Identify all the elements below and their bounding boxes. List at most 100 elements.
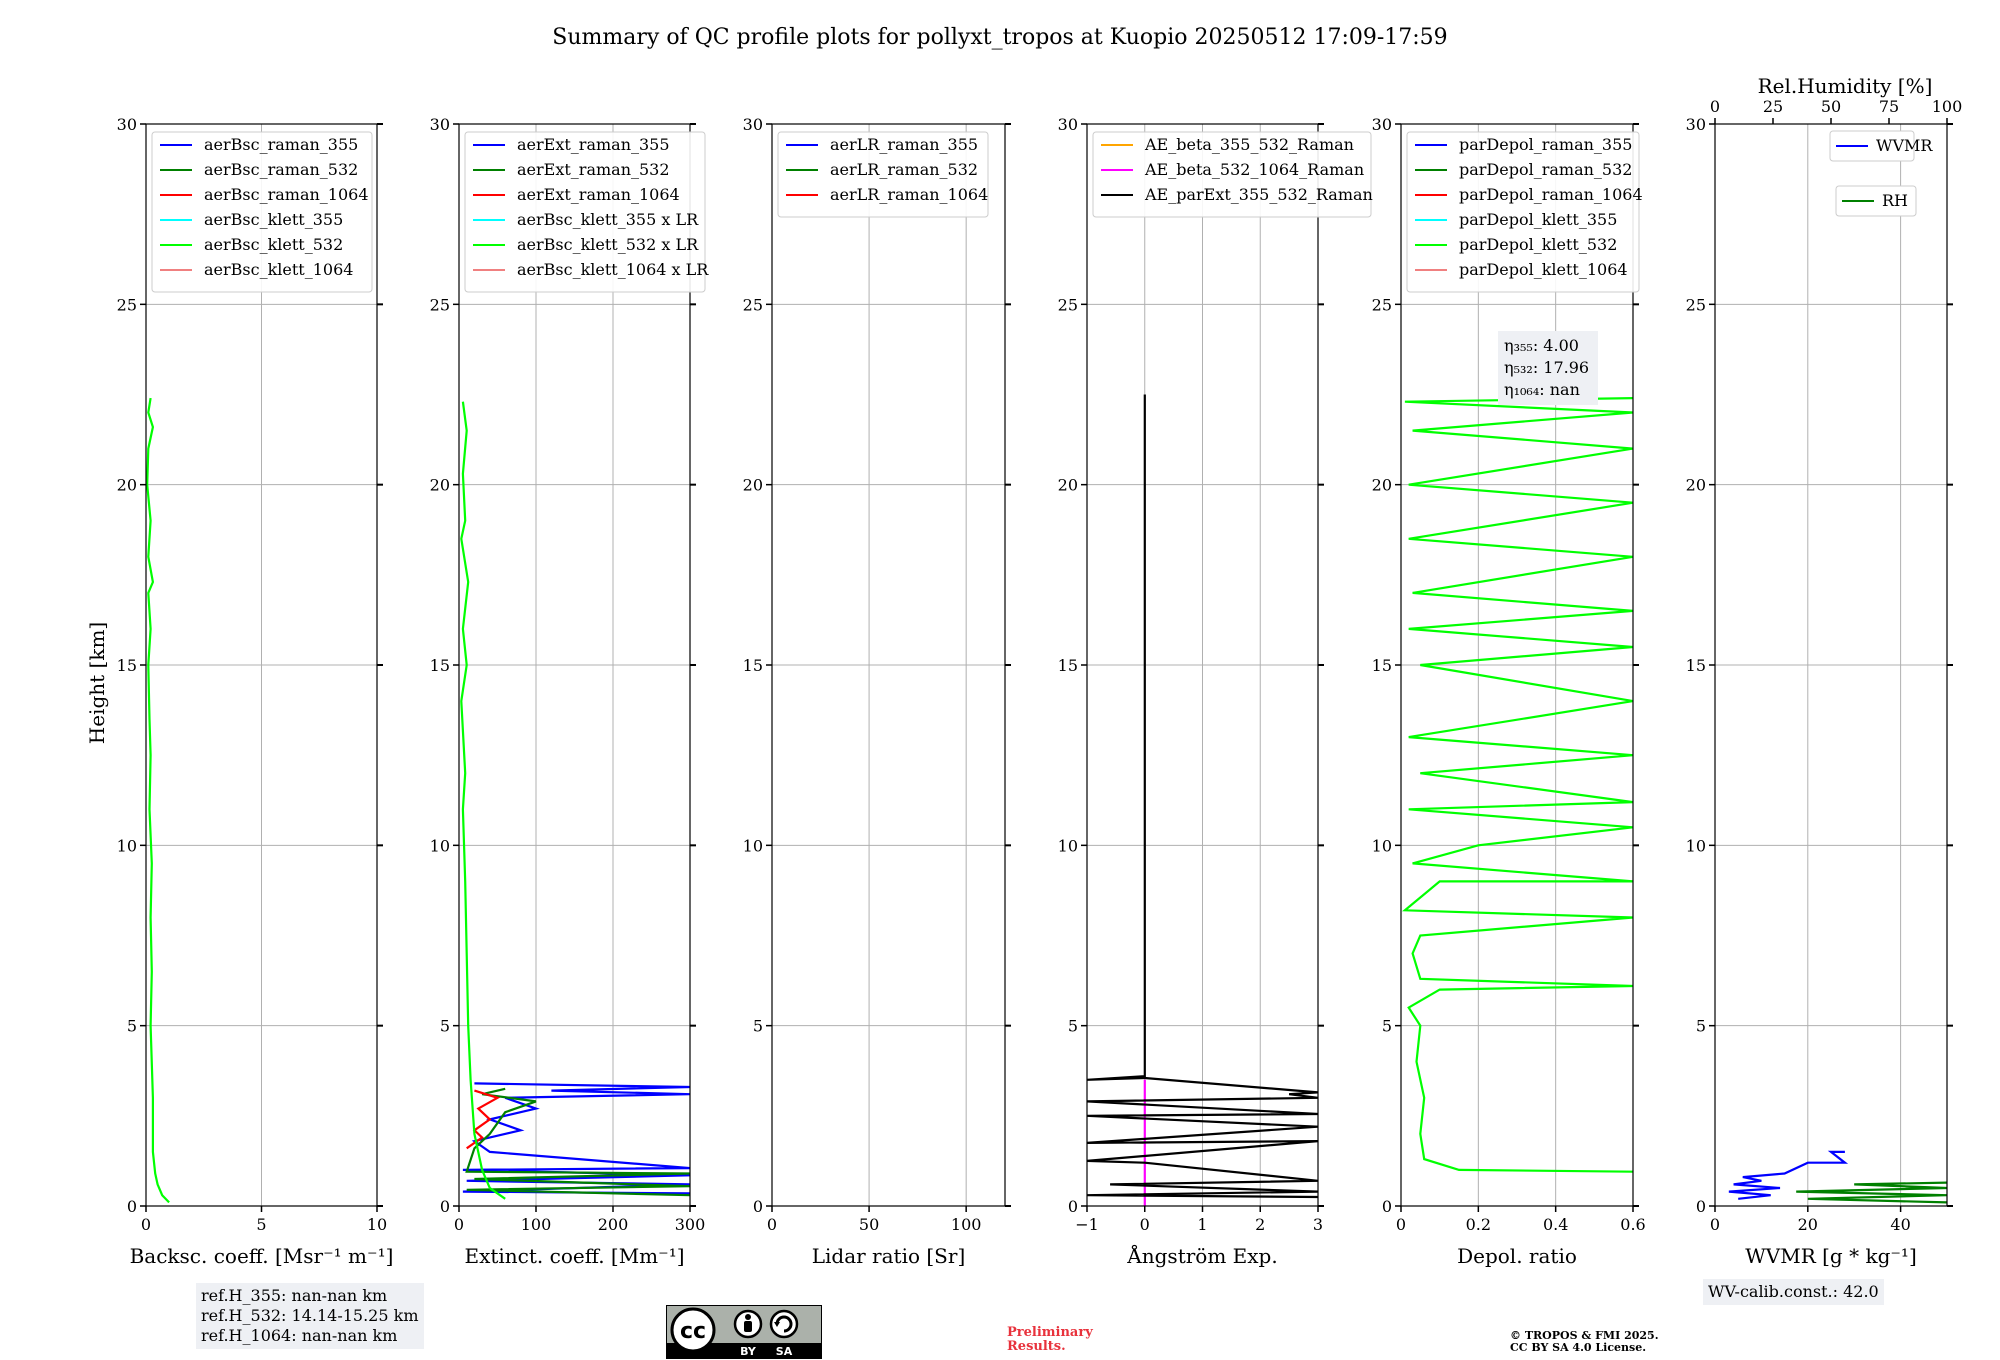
x-tick-label: 3 [1313,1215,1323,1234]
x-tick-label: 0 [1140,1215,1150,1234]
y-tick-label: 10 [1058,836,1078,855]
series-line-pardepol-klett-532 [1401,397,1634,1173]
annotation-line: η₃₅₅: 4.00 [1504,336,1579,355]
y-axis-label: Height [km] [85,622,109,744]
y-tick-label: 10 [1372,836,1392,855]
legend: aerBsc_raman_355 aerBsc_raman_532 aerBsc_r… [151,131,373,293]
y-tick-label: 25 [117,295,137,314]
x-tick-label: 200 [598,1215,629,1234]
panel-backscatter: 0 5 10 15 20 25 30 0 5 10 Backsc. coeff. [Msr⁻¹ m⁻… [117,115,394,1268]
x2-tick-label: 25 [1763,97,1783,116]
x2-tick-label: 50 [1821,97,1841,116]
annotation-box [1498,331,1598,405]
y-tick-label: 0 [127,1197,137,1216]
x-tick-label: 2 [1255,1215,1265,1234]
legend-label: aerBsc_raman_1064 [204,185,369,204]
legend-box [1406,131,1640,293]
y-tick-label: 20 [1686,476,1706,495]
legend-box [464,131,706,293]
series-line-wvmr [1728,1150,1849,1200]
panel-lidar-ratio: 0 5 10 15 20 25 30 0 50 100 Lidar ratio [Sr] aerLR_… [743,115,1011,1268]
y-tick-label: 0 [1382,1197,1392,1216]
y-tick-label: 25 [430,295,450,314]
y-tick-label: 30 [117,115,137,134]
y-tick-label: 5 [1696,1017,1706,1036]
legend-box [777,131,989,218]
copyright-note: © TROPOS & FMI 2025. CC BY SA 4.0 Licens… [1510,1330,1659,1354]
legend-label: aerBsc_klett_355 [204,210,343,229]
y-tick-label: 25 [743,295,763,314]
legend: aerLR_raman_355 aerLR_raman_532 aerLR_rama… [777,131,989,218]
x-axis-label: Backsc. coeff. [Msr⁻¹ m⁻¹] [130,1244,394,1268]
series-line-aerext-raman-1064 [466,1089,501,1150]
y-tick-label: 20 [743,476,763,495]
annotation-line: η₅₃₂: 17.96 [1504,358,1589,377]
legend-label: parDepol_klett_532 [1459,235,1617,254]
legend-label: aerBsc_raman_355 [204,135,358,154]
wv-calibration-constant: WV-calib.const.: 42.0 [1708,1282,1879,1301]
y-tick-label: 10 [1686,836,1706,855]
figure-title: Summary of QC profile plots for pollyxt_… [552,25,1447,50]
x-tick-label: 0 [1396,1215,1406,1234]
ref-height-532: ref.H_532: 14.14-15.25 km [201,1306,419,1325]
preliminary-line-2: Results. [1007,1339,1066,1354]
legend-label: aerLR_raman_355 [830,135,978,154]
legend-label: aerBsc_klett_355 x LR [517,210,699,229]
cc-by-sa-license-icon: cc BY SA [666,1305,822,1359]
legend-label: AE_parExt_355_532_Raman [1144,185,1373,204]
x-tick-label: 300 [675,1215,706,1234]
legend-label: aerLR_raman_532 [830,160,978,179]
angstrom-eta-annotation: η₃₅₅: 4.00 η₅₃₂: 17.96 η₁₀₆₄: nan [1498,331,1598,405]
y-tick-label: 25 [1058,295,1078,314]
x-tick-label: 0 [454,1215,464,1234]
series-line-aerbsc-klett-532 [146,397,170,1204]
y-tick-label: 25 [1372,295,1392,314]
y-tick-label: 0 [440,1197,450,1216]
reference-height-box: ref.H_355: nan-nan km ref.H_532: 14.14-1… [196,1283,424,1349]
series-line-aerbsc-klett-532-x-lr [460,401,506,1200]
legend-label: AE_beta_532_1064_Raman [1144,160,1364,179]
x-tick-label: 0.4 [1543,1215,1568,1234]
legend-label: aerLR_raman_1064 [830,185,988,204]
series-line-ae-parext-355-532-raman [1086,394,1319,1199]
x-axis-label: Extinct. coeff. [Mm⁻¹] [464,1244,684,1268]
y-tick-label: 30 [430,115,450,134]
y-tick-label: 0 [1696,1197,1706,1216]
legend: aerExt_raman_355 aerExt_raman_532 aerExt_r… [464,131,709,293]
annotation-line: η₁₀₆₄: nan [1504,380,1580,399]
y-tick-label: 5 [1068,1017,1078,1036]
legend-entry-wvmr: WVMR [1829,130,1933,162]
y-tick-label: 15 [430,656,450,675]
x2-axis-label: Rel.Humidity [%] [1758,74,1933,98]
y-tick-label: 10 [117,836,137,855]
legend-label: aerBsc_raman_532 [204,160,358,179]
x2-tick-label: 0 [1710,97,1720,116]
y-tick-label: 5 [440,1017,450,1036]
copyright-line-2: CC BY SA 4.0 License. [1510,1341,1647,1354]
legend-label: WVMR [1876,136,1933,155]
legend-label: RH [1882,191,1908,210]
y-tick-label: 5 [753,1017,763,1036]
legend-label: parDepol_klett_355 [1459,210,1617,229]
panel-depolarization: 0 5 10 15 20 25 30 0 0.2 0.4 0.6 Depol. ratio parDep… [1372,115,1646,1268]
y-tick-label: 30 [1686,115,1706,134]
x-axis-label: WVMR [g * kg⁻¹] [1745,1244,1917,1268]
legend-box [1092,131,1372,218]
series-line-rh [1796,1181,1948,1204]
x-tick-label: 100 [951,1215,982,1234]
y-tick-label: 20 [430,476,450,495]
x-tick-label: 40 [1890,1215,1910,1234]
preliminary-line-1: Preliminary [1007,1325,1093,1340]
y-tick-label: 0 [1068,1197,1078,1216]
legend-label: aerBsc_klett_532 x LR [517,235,699,254]
x-tick-label: 0 [1710,1215,1720,1234]
legend-label: aerBsc_klett_532 [204,235,343,254]
y-tick-label: 15 [1058,656,1078,675]
x-tick-label: −1 [1075,1215,1099,1234]
y-tick-label: 15 [1372,656,1392,675]
y-tick-label: 15 [1686,656,1706,675]
